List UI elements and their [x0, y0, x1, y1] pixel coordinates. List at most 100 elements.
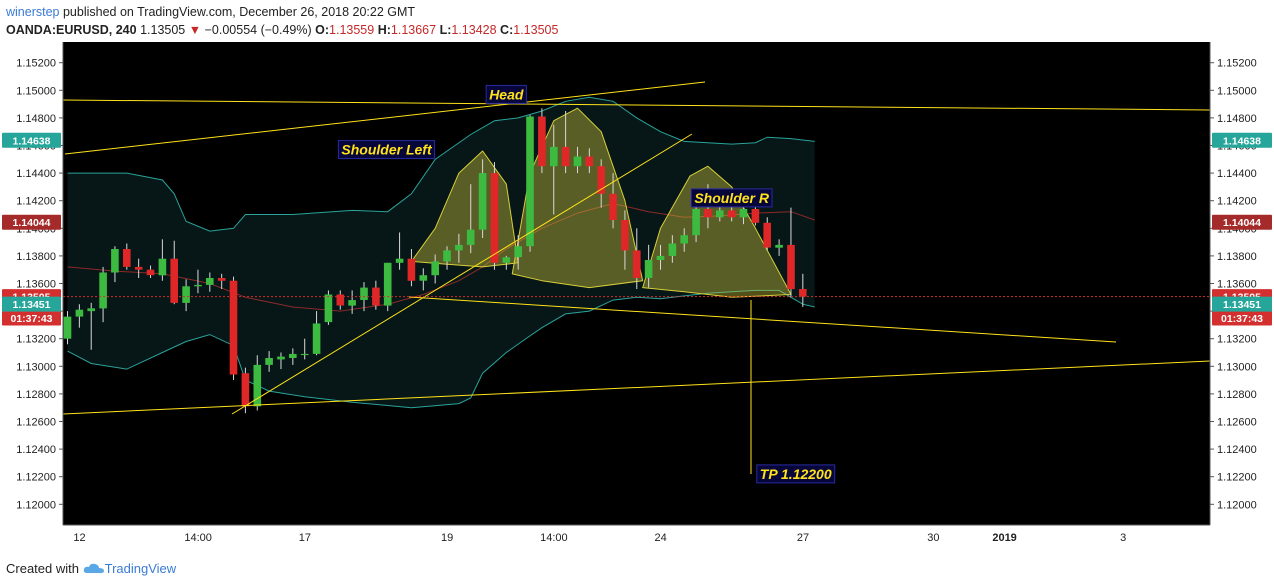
y-tick-label-left: 1.14200: [16, 196, 56, 208]
candle[interactable]: [63, 311, 72, 345]
candle[interactable]: [668, 235, 677, 263]
candle[interactable]: [490, 162, 499, 270]
candle-body: [455, 244, 463, 251]
candle[interactable]: [182, 279, 190, 312]
candle-body: [466, 229, 475, 245]
trendlines[interactable]: [62, 81, 1211, 474]
annotation-label[interactable]: Head: [485, 84, 527, 104]
candle[interactable]: [123, 243, 131, 270]
candle[interactable]: [407, 249, 416, 287]
candle[interactable]: [419, 268, 428, 291]
candle[interactable]: [763, 217, 771, 251]
candle[interactable]: [514, 235, 522, 270]
price-chart[interactable]: Head Shoulder Left Shoulder R TP 1.12200 1.…: [0, 42, 1274, 552]
candle[interactable]: [194, 269, 202, 294]
tradingview-link[interactable]: TradingView: [104, 561, 177, 576]
candle[interactable]: [217, 273, 226, 290]
candle-body: [194, 284, 202, 287]
y-tick-label-right: 1.13200: [1217, 334, 1257, 346]
candle-body: [407, 258, 416, 281]
candle[interactable]: [395, 232, 404, 270]
candle[interactable]: [597, 159, 605, 208]
candle[interactable]: [312, 311, 321, 356]
y-tick-label-right: 1.13000: [1217, 361, 1257, 373]
candle-body: [692, 209, 700, 236]
annotation-label[interactable]: Shoulder R: [690, 188, 773, 208]
candle[interactable]: [170, 240, 178, 305]
candle[interactable]: [478, 159, 487, 238]
candle[interactable]: [585, 148, 594, 174]
candle[interactable]: [277, 352, 285, 370]
y-tick-label-left: 1.12000: [16, 499, 56, 511]
candle[interactable]: [158, 239, 167, 281]
y-tick-label-left: 1.13800: [16, 251, 56, 263]
candle[interactable]: [680, 228, 688, 252]
price-axis[interactable]: 1.12000 1.12000 1.12200 1.12200 1.12400 1.124…: [2, 42, 1272, 525]
x-tick-label: 3: [1120, 532, 1126, 544]
candle[interactable]: [443, 246, 451, 270]
candle[interactable]: [644, 244, 653, 288]
candle[interactable]: [111, 246, 119, 283]
y-tick-label-right: 1.12200: [1217, 472, 1257, 484]
candle-body: [633, 250, 641, 278]
candle[interactable]: [431, 254, 439, 284]
candle[interactable]: [383, 262, 392, 312]
high-label: H:: [377, 23, 391, 37]
annotation-label[interactable]: Shoulder Left: [337, 140, 436, 160]
candle[interactable]: [775, 239, 783, 256]
candle-body: [668, 243, 677, 256]
price-badge-text: 1.13451: [1223, 299, 1261, 311]
annotations[interactable]: Head Shoulder Left Shoulder R TP 1.12200: [337, 84, 836, 484]
x-tick-label: 19: [441, 532, 453, 544]
annotation-text: Head: [489, 86, 524, 102]
candle-body: [621, 220, 629, 251]
time-axis[interactable]: 12 14:00 17 19 14:00 24 27 30 2019 3: [63, 524, 1210, 544]
candle[interactable]: [656, 244, 665, 270]
upper-resistance-line[interactable]: [62, 99, 1211, 111]
candle-body: [490, 173, 499, 263]
candle[interactable]: [692, 203, 700, 243]
candle[interactable]: [265, 351, 273, 372]
candle[interactable]: [300, 338, 309, 360]
candle[interactable]: [799, 273, 807, 307]
candle[interactable]: [455, 233, 463, 263]
candle[interactable]: [550, 124, 558, 215]
author-link[interactable]: winerstep: [6, 5, 60, 19]
candle[interactable]: [573, 146, 582, 174]
candle-body: [395, 258, 404, 263]
candles[interactable]: [63, 108, 807, 414]
candle-body: [502, 257, 511, 263]
candle[interactable]: [253, 355, 262, 411]
rising-line-upper[interactable]: [64, 81, 706, 155]
candle[interactable]: [87, 302, 95, 350]
candle-body: [775, 244, 783, 248]
candle[interactable]: [348, 290, 356, 314]
candle[interactable]: [633, 228, 641, 290]
candle[interactable]: [146, 265, 155, 278]
candle[interactable]: [229, 276, 238, 381]
candle[interactable]: [324, 290, 333, 325]
candle[interactable]: [502, 255, 511, 270]
x-tick-label: 17: [299, 532, 311, 544]
candle[interactable]: [75, 304, 84, 328]
candle-body: [360, 287, 368, 300]
candle[interactable]: [621, 210, 629, 270]
candle-body: [680, 235, 688, 244]
candle-body: [277, 356, 285, 360]
candle[interactable]: [289, 348, 297, 365]
candle[interactable]: [466, 184, 475, 254]
lower-channel-line[interactable]: [62, 360, 1211, 415]
annotation-label[interactable]: TP 1.12200: [756, 464, 836, 484]
candle[interactable]: [538, 108, 546, 174]
neckline[interactable]: [408, 296, 1117, 343]
candle[interactable]: [561, 111, 570, 174]
rising-support-line[interactable]: [231, 133, 693, 415]
low-value: 1.13428: [451, 23, 497, 37]
candle[interactable]: [134, 258, 143, 278]
candle[interactable]: [787, 207, 795, 298]
candle[interactable]: [206, 272, 214, 292]
candle[interactable]: [526, 115, 534, 252]
candle-body: [253, 364, 262, 407]
candle[interactable]: [336, 290, 345, 310]
candle[interactable]: [99, 266, 107, 323]
